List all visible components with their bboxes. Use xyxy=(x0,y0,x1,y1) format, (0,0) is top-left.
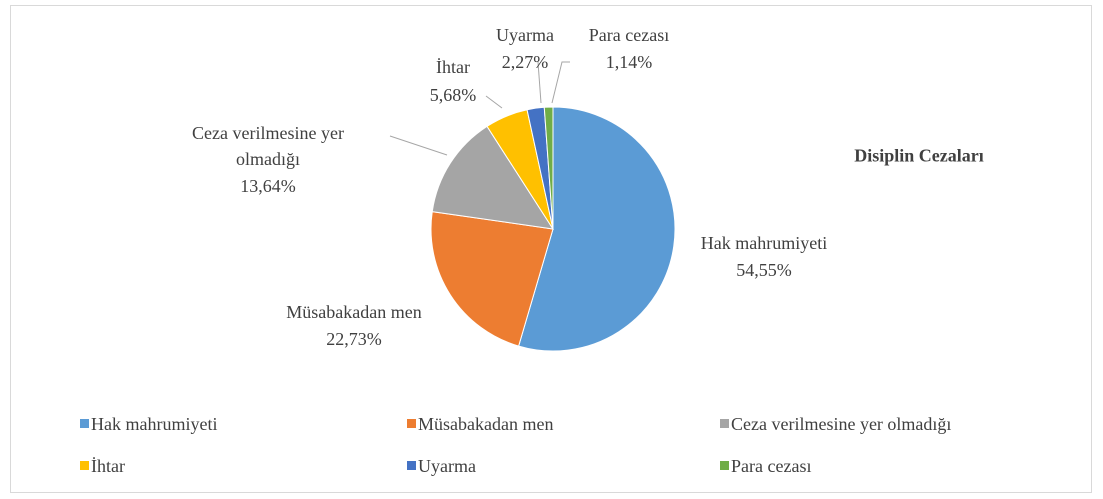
legend-swatch xyxy=(407,419,416,428)
legend-swatch xyxy=(407,461,416,470)
leader-line xyxy=(389,135,448,156)
leader-lines xyxy=(389,61,570,156)
legend-label: Ceza verilmesine yer olmadığı xyxy=(731,414,952,434)
slice-category-label: Ceza verilmesine yer olmadığı xyxy=(192,123,344,169)
legend-swatch xyxy=(80,419,89,428)
legend-label: Para cezası xyxy=(731,456,812,476)
chart-frame xyxy=(10,5,1092,493)
slice-value-label: 5,68% xyxy=(429,85,477,105)
leader-line xyxy=(485,95,503,109)
pie-slice xyxy=(518,106,676,352)
chart-title: Disiplin Cezaları xyxy=(854,145,984,166)
legend-swatch xyxy=(720,419,729,428)
slice-value-label: 22,73% xyxy=(326,329,382,349)
pie-slice xyxy=(431,125,555,230)
slice-category-label: Hak mahrumiyeti xyxy=(700,233,828,253)
legend-label: Uyarma xyxy=(418,456,476,476)
slice-value-label: 1,14% xyxy=(605,52,653,72)
legend-label: Müsabakadan men xyxy=(418,414,554,434)
pie-slice xyxy=(543,106,554,230)
leader-line xyxy=(537,61,542,104)
legend-swatch xyxy=(80,461,89,470)
legend-swatch xyxy=(720,461,729,470)
slice-category-label: Uyarma xyxy=(496,25,554,45)
slice-value-label: 2,27% xyxy=(501,52,549,72)
slice-category-label: Müsabakadan men xyxy=(286,302,422,322)
slice-category-label: Para cezası xyxy=(588,25,670,45)
slice-category-label: İhtar xyxy=(436,57,470,77)
legend-label: İhtar xyxy=(91,456,125,476)
pie-slice xyxy=(430,211,554,347)
slice-value-label: 54,55% xyxy=(736,260,792,280)
legend-label: Hak mahrumiyeti xyxy=(91,414,218,434)
slice-value-label: 13,64% xyxy=(240,176,296,196)
leader-line xyxy=(551,61,570,104)
